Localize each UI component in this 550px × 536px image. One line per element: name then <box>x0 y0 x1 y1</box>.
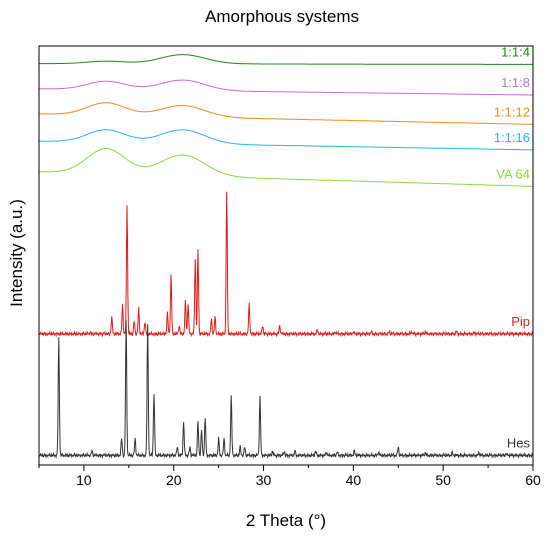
series-label-1-1-4: 1:1:4 <box>501 44 530 59</box>
x-tick-label: 10 <box>76 472 92 488</box>
series-line-va-64 <box>39 148 533 187</box>
series-label-1-1-8: 1:1:8 <box>501 75 530 90</box>
x-tick-label: 40 <box>346 472 362 488</box>
series-label-va-64: VA 64 <box>496 166 530 181</box>
x-tick-label: 50 <box>435 472 451 488</box>
series-label-hes: Hes <box>507 435 531 450</box>
series-layer: 1:1:4 1:1:8 1:1:12 1:1:16 VA 64 Pip Hes <box>38 44 534 460</box>
series-line-hes <box>38 320 534 460</box>
plot-frame <box>38 45 534 466</box>
series-line-1-1-8 <box>39 79 533 96</box>
series-label-pip: Pip <box>511 314 530 329</box>
series-line-pip <box>38 191 534 338</box>
series-label-1-1-12: 1:1:12 <box>494 104 530 119</box>
x-tick-label: 60 <box>525 472 541 488</box>
y-axis-label: Intensity (a.u.) <box>7 199 26 307</box>
x-axis: 10 20 30 40 50 60 <box>38 465 541 488</box>
x-axis-label: 2 Theta (°) <box>246 511 326 530</box>
series-line-1-1-16 <box>39 129 533 151</box>
chart-title: Amorphous systems <box>205 7 359 26</box>
x-tick-label: 30 <box>256 472 272 488</box>
series-line-1-1-12 <box>39 102 534 125</box>
x-tick-label: 20 <box>166 472 182 488</box>
series-line-1-1-4 <box>39 54 533 65</box>
series-label-1-1-16: 1:1:16 <box>494 130 530 145</box>
